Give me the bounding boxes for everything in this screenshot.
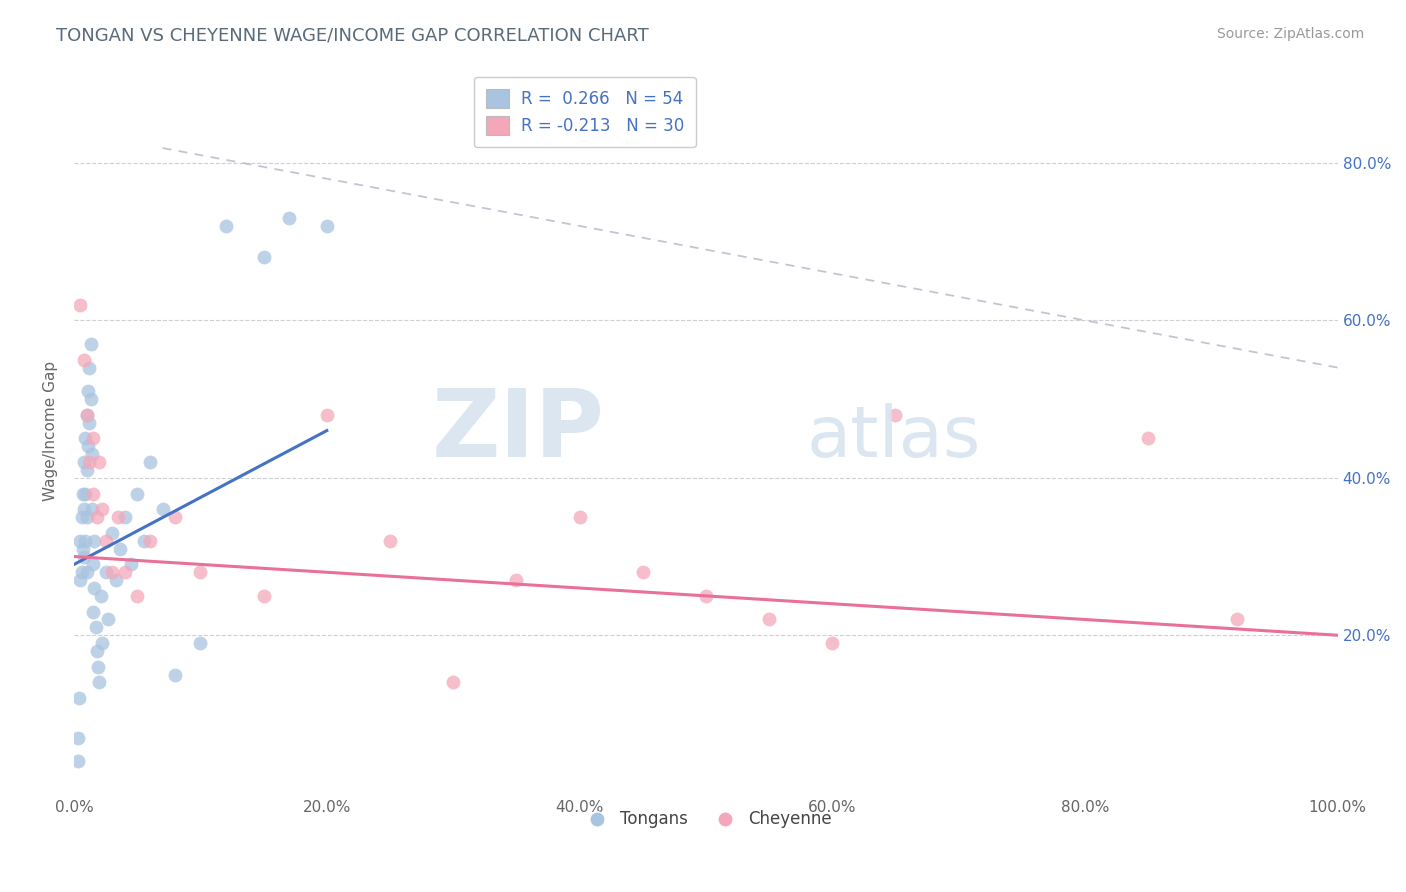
Point	[139, 455, 162, 469]
Point	[83, 533, 105, 548]
Point	[83, 581, 105, 595]
Point	[76, 510, 98, 524]
Point	[441, 675, 464, 690]
Point	[252, 251, 274, 265]
Point	[252, 589, 274, 603]
Point	[67, 691, 90, 706]
Point	[215, 219, 238, 233]
Point	[75, 533, 97, 548]
Point	[72, 486, 94, 500]
Point	[69, 573, 91, 587]
Point	[277, 211, 299, 225]
Point	[72, 541, 94, 556]
Point	[695, 589, 717, 603]
Point	[114, 510, 136, 524]
Point	[82, 432, 104, 446]
Point	[97, 612, 120, 626]
Point	[108, 541, 131, 556]
Point	[75, 432, 97, 446]
Point	[165, 667, 187, 681]
Point	[73, 549, 96, 564]
Point	[66, 754, 89, 768]
Point	[104, 573, 127, 587]
Point	[101, 566, 124, 580]
Point	[80, 502, 103, 516]
Point	[77, 360, 100, 375]
Text: Source: ZipAtlas.com: Source: ZipAtlas.com	[1216, 27, 1364, 41]
Point	[315, 408, 337, 422]
Point	[190, 636, 212, 650]
Point	[89, 455, 111, 469]
Y-axis label: Wage/Income Gap: Wage/Income Gap	[44, 360, 58, 500]
Point	[73, 502, 96, 516]
Point	[165, 510, 187, 524]
Point	[87, 659, 110, 673]
Point	[82, 605, 104, 619]
Point	[76, 566, 98, 580]
Point	[70, 566, 93, 580]
Point	[758, 612, 780, 626]
Point	[77, 416, 100, 430]
Point	[70, 510, 93, 524]
Point	[1225, 612, 1247, 626]
Point	[76, 463, 98, 477]
Point	[631, 566, 654, 580]
Point	[69, 533, 91, 548]
Legend: Tongans, Cheyenne: Tongans, Cheyenne	[574, 804, 838, 835]
Text: ZIP: ZIP	[432, 384, 605, 476]
Point	[120, 558, 142, 572]
Text: atlas: atlas	[807, 403, 981, 473]
Point	[90, 589, 112, 603]
Point	[77, 455, 100, 469]
Point	[79, 392, 101, 406]
Point	[77, 384, 100, 399]
Point	[94, 566, 117, 580]
Point	[1137, 432, 1160, 446]
Point	[127, 589, 149, 603]
Point	[114, 566, 136, 580]
Text: TONGAN VS CHEYENNE WAGE/INCOME GAP CORRELATION CHART: TONGAN VS CHEYENNE WAGE/INCOME GAP CORRE…	[56, 27, 650, 45]
Point	[101, 525, 124, 540]
Point	[127, 486, 149, 500]
Point	[82, 486, 104, 500]
Point	[86, 644, 108, 658]
Point	[505, 573, 527, 587]
Point	[132, 533, 155, 548]
Point	[80, 447, 103, 461]
Point	[84, 620, 107, 634]
Point	[378, 533, 401, 548]
Point	[73, 352, 96, 367]
Point	[86, 510, 108, 524]
Point	[152, 502, 174, 516]
Point	[82, 558, 104, 572]
Point	[90, 636, 112, 650]
Point	[77, 439, 100, 453]
Point	[190, 566, 212, 580]
Point	[94, 533, 117, 548]
Point	[66, 731, 89, 745]
Point	[568, 510, 591, 524]
Point	[315, 219, 337, 233]
Point	[69, 298, 91, 312]
Point	[76, 408, 98, 422]
Point	[884, 408, 907, 422]
Point	[107, 510, 129, 524]
Point	[73, 455, 96, 469]
Point	[89, 675, 111, 690]
Point	[76, 408, 98, 422]
Point	[821, 636, 844, 650]
Point	[139, 533, 162, 548]
Point	[79, 337, 101, 351]
Point	[90, 502, 112, 516]
Point	[75, 486, 97, 500]
